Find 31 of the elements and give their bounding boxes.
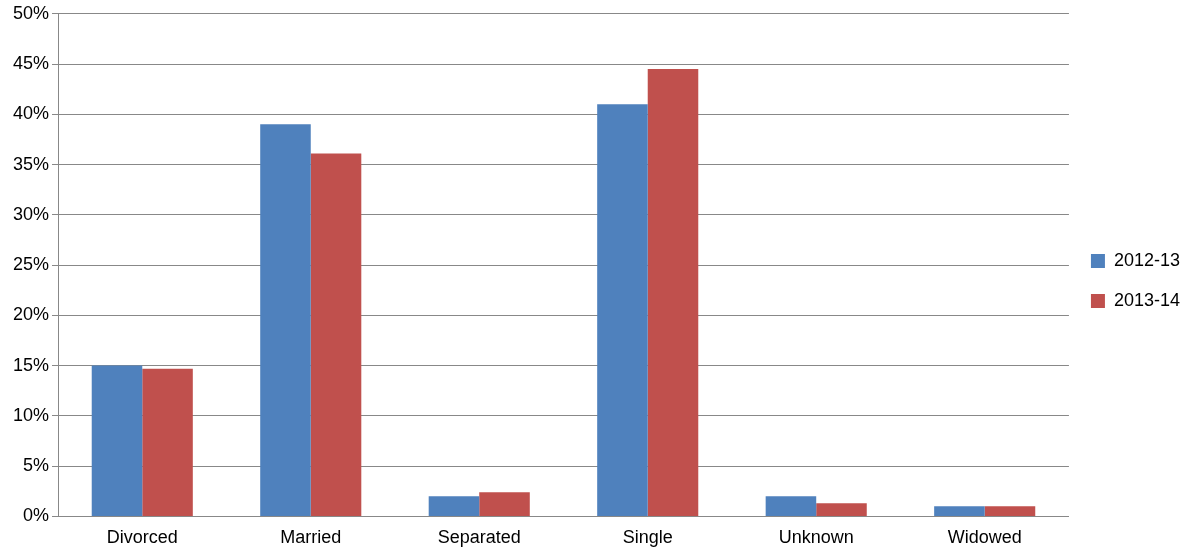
bar <box>428 496 480 516</box>
legend-label: 2013-14 <box>1113 289 1180 310</box>
bar <box>142 368 193 516</box>
bar <box>260 124 311 516</box>
bar <box>597 104 648 516</box>
y-tick-label: 30% <box>13 203 50 224</box>
bar <box>91 365 143 516</box>
y-tick-label: 25% <box>13 254 50 275</box>
y-tick-label: 0% <box>23 505 50 526</box>
y-tick-label: 45% <box>13 53 50 74</box>
y-tick-label: 5% <box>23 455 50 476</box>
bar <box>765 496 817 516</box>
legend-label: 2012-13 <box>1113 249 1180 270</box>
bar <box>816 503 867 516</box>
bar <box>934 506 985 516</box>
y-tick-label: 15% <box>13 354 50 375</box>
y-tick-label: 40% <box>13 103 50 124</box>
y-tick-label: 50% <box>13 2 50 23</box>
x-tick-label: Unknown <box>778 527 854 548</box>
bar <box>984 506 1036 516</box>
y-tick-label: 20% <box>13 304 50 325</box>
y-tick-label: 10% <box>13 404 50 425</box>
y-tick-label: 35% <box>13 153 50 174</box>
x-tick-label: Single <box>622 527 673 548</box>
bar <box>310 153 362 516</box>
bar <box>479 492 530 516</box>
x-tick-label: Separated <box>437 527 521 548</box>
x-tick-label: Divorced <box>106 527 178 548</box>
x-tick-label: Widowed <box>947 527 1022 548</box>
bar <box>647 69 699 516</box>
x-tick-label: Married <box>280 527 342 548</box>
